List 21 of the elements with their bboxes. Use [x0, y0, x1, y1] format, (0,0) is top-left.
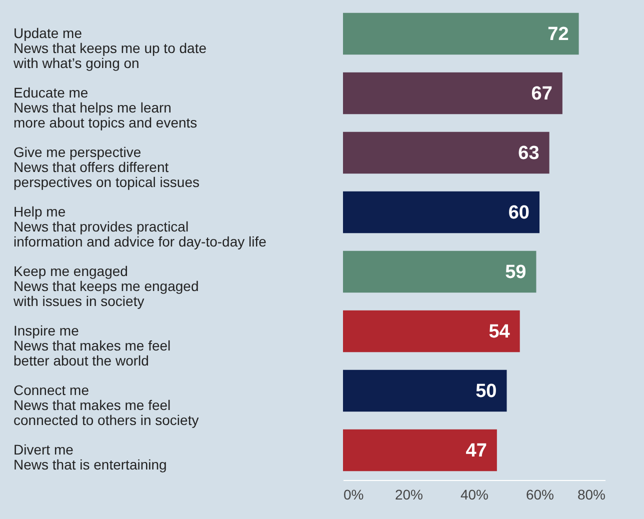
y-tick-label: Divert me News that is entertaining — [14, 441, 167, 472]
y-tick-label: Connect me News that makes me feel connected to others in society — [14, 382, 199, 428]
data-label: 54 — [488, 321, 510, 342]
data-label: 50 — [476, 380, 497, 402]
x-tick-label: 40% — [460, 486, 489, 502]
data-label: 47 — [466, 440, 487, 462]
data-label: 72 — [548, 24, 569, 45]
data-label: 59 — [505, 262, 526, 283]
y-tick-label: Help me News that provides practical information and advice for day-to-day life — [14, 203, 267, 250]
x-tick-label: 20% — [394, 486, 424, 502]
y-tick-label: Educate me News that helps me learn more about topics and events — [14, 84, 198, 130]
y-tick-label: Update me News that keeps me up to date with what’s going on — [12, 24, 207, 71]
data-label: 60 — [508, 202, 530, 224]
y-tick-label: Inspire me News that makes me feel better about the world — [14, 322, 171, 368]
x-tick-label: 0% — [344, 486, 364, 502]
data-label: 67 — [531, 83, 552, 104]
x-tick-label: 60% — [526, 486, 554, 502]
y-tick-label: Keep me engaged News that keeps me engaged with issues in society — [12, 262, 199, 309]
y-tick-label: Give me perspective News that offers different perspectives on topical issues — [14, 144, 200, 190]
data-label: 63 — [518, 142, 540, 164]
x-tick-label: 80% — [577, 486, 606, 502]
